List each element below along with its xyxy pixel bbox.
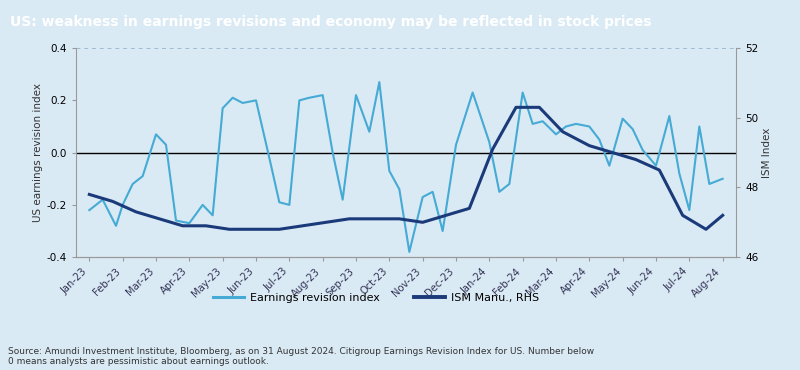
Y-axis label: US earnings revision index: US earnings revision index <box>33 83 42 222</box>
Text: Source: Amundi Investment Institute, Bloomberg, as on 31 August 2024. Citigroup : Source: Amundi Investment Institute, Blo… <box>8 347 594 366</box>
Text: US: weakness in earnings revisions and economy may be reflected in stock prices: US: weakness in earnings revisions and e… <box>10 15 651 29</box>
Legend: Earnings revision index, ISM Manu., RHS: Earnings revision index, ISM Manu., RHS <box>208 288 544 307</box>
Y-axis label: ISM Index: ISM Index <box>762 127 773 178</box>
